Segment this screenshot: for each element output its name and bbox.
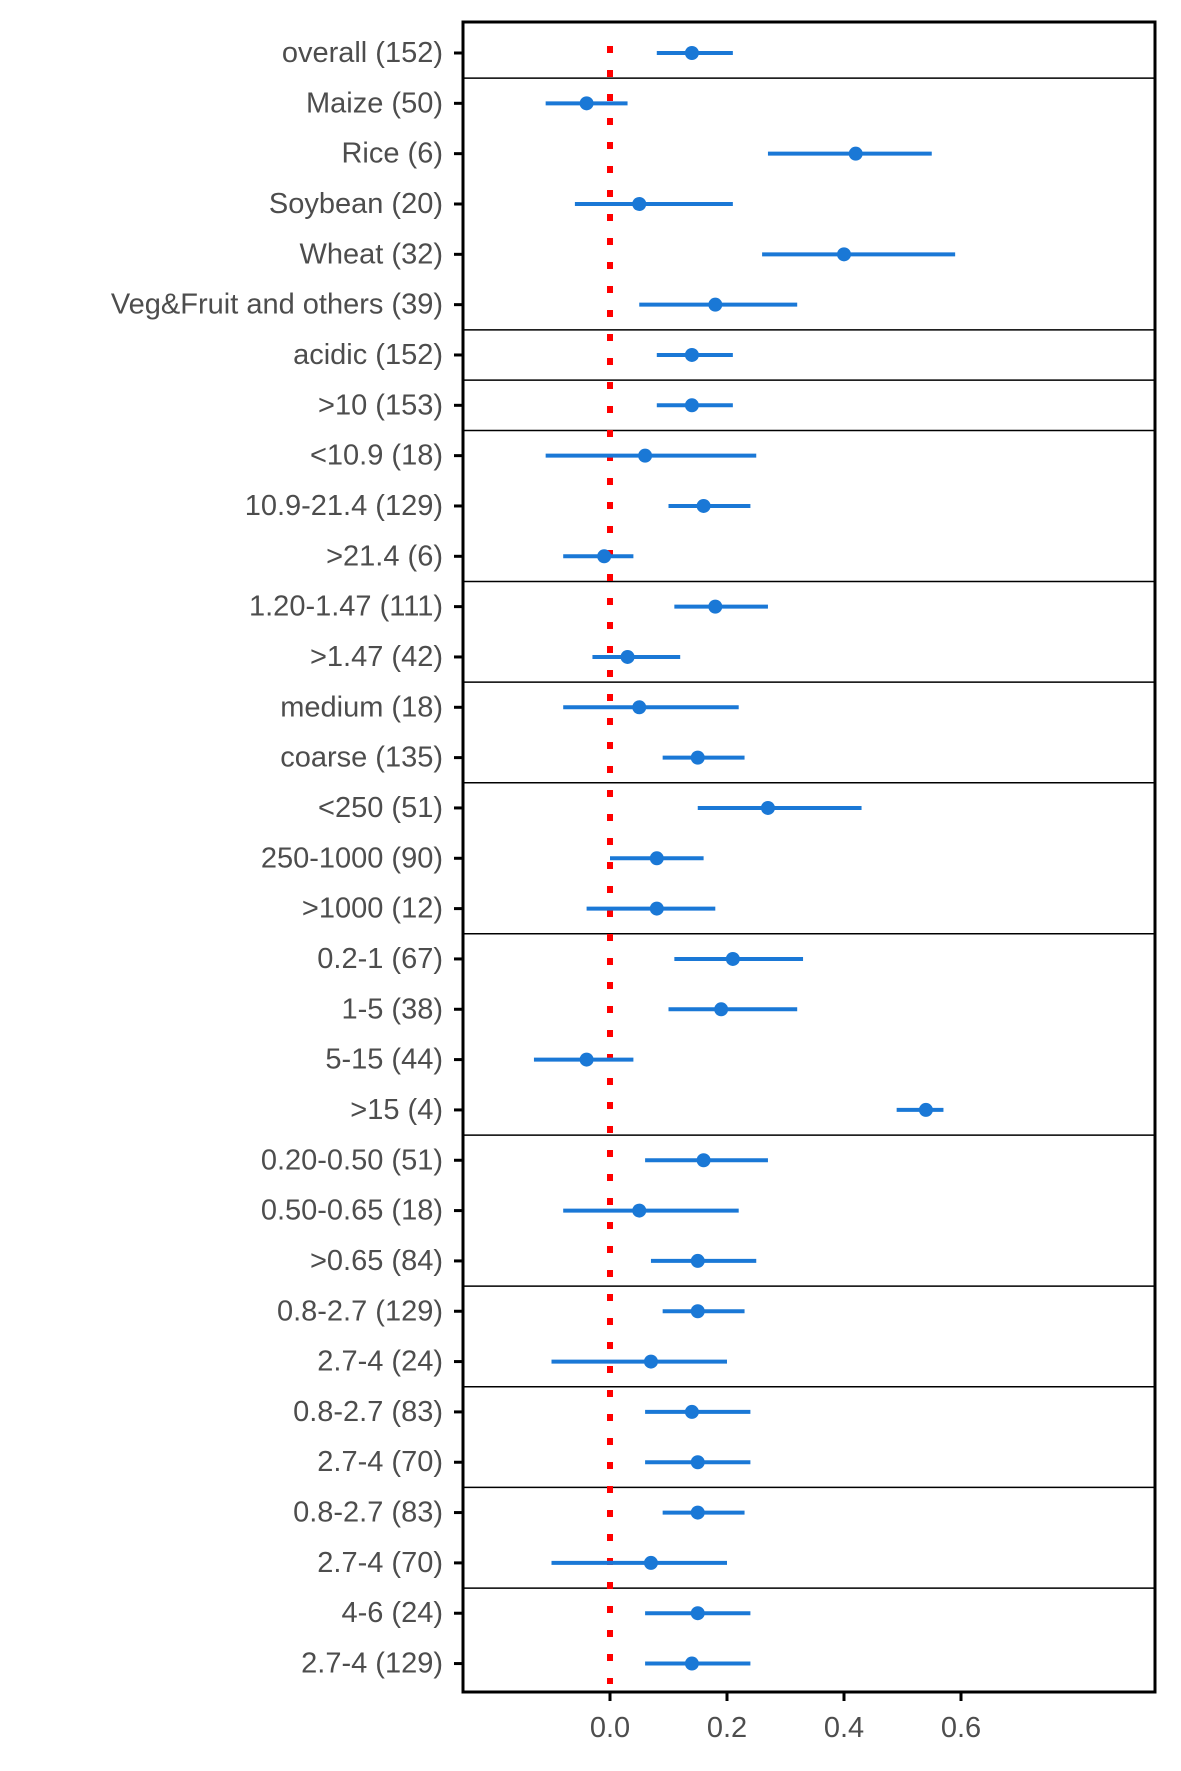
estimate-point [708, 599, 723, 614]
x-tick-label: 0.6 [941, 1712, 981, 1744]
estimate-point [649, 901, 664, 916]
estimate-point [632, 1203, 647, 1218]
y-tick-label: medium (18) [280, 691, 443, 723]
estimate-point [597, 549, 612, 564]
x-tick-label: 0.0 [590, 1712, 630, 1744]
estimate-point [684, 46, 699, 60]
estimate-point [620, 649, 635, 664]
y-tick-label: >1.47 (42) [310, 641, 443, 673]
y-tick-label: 1.20-1.47 (111) [249, 591, 443, 623]
y-tick-label: Veg&Fruit and others (39) [111, 289, 443, 321]
estimate-point [690, 1505, 705, 1520]
y-axis: overall (152) Maize (50) Rice (6) Soybean (… [111, 37, 463, 1680]
y-tick-label: 0.2-1 (67) [317, 943, 443, 975]
estimate-point [638, 448, 653, 463]
y-tick-label: 250-1000 (90) [261, 842, 443, 874]
y-tick-label: 2.7-4 (24) [317, 1346, 443, 1378]
estimate-point [643, 1354, 658, 1369]
y-tick-label: >1000 (12) [302, 893, 443, 925]
estimate-point [918, 1102, 933, 1117]
y-tick-label: Rice (6) [341, 138, 443, 170]
y-tick-label: >10 (153) [318, 389, 443, 421]
y-tick-label: 5-15 (44) [325, 1044, 443, 1076]
estimate-point [725, 951, 740, 966]
y-tick-label: 0.8-2.7 (83) [293, 1497, 443, 1529]
y-tick-label: 10.9-21.4 (129) [245, 490, 443, 522]
estimate-point [837, 247, 851, 262]
y-tick-label: 0.50-0.65 (18) [261, 1195, 443, 1227]
y-tick-label: 0.8-2.7 (83) [293, 1396, 443, 1428]
y-tick-label: 2.7-4 (129) [301, 1648, 443, 1680]
estimate-point [684, 1404, 699, 1419]
y-tick-label: 1-5 (38) [341, 993, 443, 1025]
x-axis: 0.0 0.2 0.4 0.6 [590, 1692, 981, 1744]
x-tick-label: 0.4 [824, 1712, 864, 1744]
estimate-point [690, 1304, 705, 1319]
estimate-point [632, 196, 647, 211]
y-tick-label: <250 (51) [318, 792, 443, 824]
y-tick-label: >15 (4) [350, 1094, 443, 1126]
estimate-point [690, 1455, 705, 1470]
y-tick-label: overall (152) [282, 37, 443, 69]
estimate-point [696, 498, 711, 513]
y-tick-label: Soybean (20) [269, 188, 443, 220]
estimate-point [690, 750, 705, 765]
estimate-point [649, 851, 664, 866]
estimate-point [690, 1253, 705, 1268]
estimate-point [643, 1555, 658, 1570]
y-tick-label: Wheat (32) [300, 238, 443, 270]
estimate-point [684, 347, 699, 362]
estimate-point [579, 96, 594, 111]
y-tick-label: 0.8-2.7 (129) [277, 1295, 443, 1327]
estimate-point [579, 1052, 594, 1067]
estimate-point [684, 398, 699, 413]
y-tick-label: 2.7-4 (70) [317, 1547, 443, 1579]
estimate-point [690, 1606, 705, 1621]
estimate-point [684, 1656, 699, 1671]
estimate-point [696, 1153, 711, 1168]
y-tick-label: >0.65 (84) [310, 1245, 443, 1277]
y-tick-label: 4-6 (24) [341, 1597, 443, 1629]
y-tick-label: <10.9 (18) [310, 440, 443, 472]
y-tick-label: Maize (50) [306, 87, 443, 119]
estimate-point [848, 146, 863, 161]
estimate-points [579, 46, 933, 1671]
y-tick-label: coarse (135) [280, 742, 443, 774]
y-tick-label: >21.4 (6) [326, 540, 443, 572]
y-tick-label: acidic (152) [293, 339, 443, 371]
x-tick-label: 0.2 [707, 1712, 747, 1744]
estimate-point [632, 700, 647, 715]
estimate-point [714, 1002, 729, 1017]
estimate-point [760, 800, 775, 815]
group-separators [463, 77, 1155, 1589]
estimate-point [708, 297, 723, 312]
y-tick-label: 0.20-0.50 (51) [261, 1144, 443, 1176]
y-tick-label: 2.7-4 (70) [317, 1446, 443, 1478]
